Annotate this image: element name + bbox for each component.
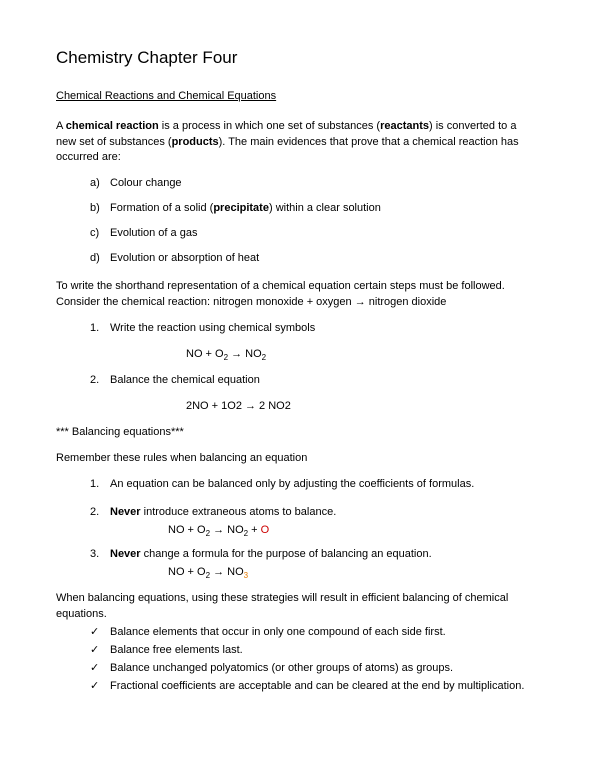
intro-paragraph: A chemical reaction is a process in whic… xyxy=(56,119,539,167)
rules-list: 1.An equation can be balanced only by ad… xyxy=(90,477,539,582)
eq-text: NO + O xyxy=(168,566,206,578)
subscript: 2 xyxy=(262,353,266,362)
list-item: a)Colour change xyxy=(90,176,539,192)
page-title: Chemistry Chapter Four xyxy=(56,46,539,71)
eq-text: → NO xyxy=(210,524,244,536)
text: Fractional coefficients are acceptable a… xyxy=(110,679,524,695)
marker: 2. xyxy=(90,373,110,389)
list-item: ✓Balance unchanged polyatomics (or other… xyxy=(90,661,539,677)
equation-rule3: NO + O2 → NO3 xyxy=(168,565,539,581)
section-heading: Chemical Reactions and Chemical Equation… xyxy=(56,89,539,105)
eq-text: + xyxy=(248,524,261,536)
text: Balance elements that occur in only one … xyxy=(110,625,446,641)
marker: c) xyxy=(90,226,110,242)
marker: a) xyxy=(90,176,110,192)
marker: d) xyxy=(90,251,110,267)
equation-rule2: NO + O2 → NO2 + O xyxy=(168,523,539,539)
eq-text: → NO xyxy=(210,566,244,578)
list-item: b)Formation of a solid (precipitate) wit… xyxy=(90,201,539,217)
equation-2: 2NO + 1O2 → 2 NO2 xyxy=(186,399,539,415)
check-icon: ✓ xyxy=(90,679,110,695)
marker: b) xyxy=(90,201,110,217)
text: An equation can be balanced only by adju… xyxy=(110,478,474,490)
text: Balance the chemical equation xyxy=(110,374,260,386)
term-never: Never xyxy=(110,506,141,518)
strategies-paragraph: When balancing equations, using these st… xyxy=(56,591,539,623)
marker: 3. xyxy=(90,547,110,563)
text: change a formula for the purpose of bala… xyxy=(141,548,432,560)
check-icon: ✓ xyxy=(90,625,110,641)
term-reactants: reactants xyxy=(380,120,429,132)
text: Balance free elements last. xyxy=(110,643,243,659)
text: Balance unchanged polyatomics (or other … xyxy=(110,661,453,677)
term-never: Never xyxy=(110,548,141,560)
marker: 2. xyxy=(90,505,110,521)
marker: 1. xyxy=(90,477,110,493)
marker: 1. xyxy=(90,321,110,337)
steps-list: 1.Write the reaction using chemical symb… xyxy=(90,321,539,337)
eq-text: NO + O xyxy=(186,348,224,360)
evidence-list: a)Colour change b)Formation of a solid (… xyxy=(90,176,539,267)
check-icon: ✓ xyxy=(90,643,110,659)
list-item: ✓Balance elements that occur in only one… xyxy=(90,625,539,641)
text: Evolution or absorption of heat xyxy=(110,252,259,264)
strategies-list: ✓Balance elements that occur in only one… xyxy=(90,625,539,695)
text: Colour change xyxy=(110,177,182,189)
equation-1: NO + O2 → NO2 xyxy=(186,347,539,363)
eq-text: NO + O xyxy=(168,524,206,536)
text: ) within a clear solution xyxy=(269,202,381,214)
error-highlight: O xyxy=(261,524,270,536)
balancing-header: *** Balancing equations*** xyxy=(56,425,539,441)
text: Evolution of a gas xyxy=(110,227,197,239)
list-item: ✓Fractional coefficients are acceptable … xyxy=(90,679,539,695)
term-chemical-reaction: chemical reaction xyxy=(66,120,159,132)
steps-list: 2.Balance the chemical equation xyxy=(90,373,539,389)
text: Write the reaction using chemical symbol… xyxy=(110,322,315,334)
text: introduce extraneous atoms to balance. xyxy=(141,506,337,518)
check-icon: ✓ xyxy=(90,661,110,677)
list-item: 1.Write the reaction using chemical symb… xyxy=(90,321,539,337)
error-highlight: 3 xyxy=(244,572,248,581)
text: Formation of a solid ( xyxy=(110,202,213,214)
list-item: d)Evolution or absorption of heat xyxy=(90,251,539,267)
balancing-intro: Remember these rules when balancing an e… xyxy=(56,451,539,467)
list-item: 2.Balance the chemical equation xyxy=(90,373,539,389)
eq-text: → NO xyxy=(228,348,262,360)
list-item: c)Evolution of a gas xyxy=(90,226,539,242)
list-item: ✓Balance free elements last. xyxy=(90,643,539,659)
term-products: products xyxy=(172,136,219,148)
term-precipitate: precipitate xyxy=(213,202,269,214)
list-item: 2.Never introduce extraneous atoms to ba… xyxy=(90,505,539,539)
shorthand-paragraph: To write the shorthand representation of… xyxy=(56,279,539,311)
list-item: 3.Never change a formula for the purpose… xyxy=(90,547,539,581)
text: is a process in which one set of substan… xyxy=(159,120,380,132)
text: A xyxy=(56,120,66,132)
list-item: 1.An equation can be balanced only by ad… xyxy=(90,477,539,493)
